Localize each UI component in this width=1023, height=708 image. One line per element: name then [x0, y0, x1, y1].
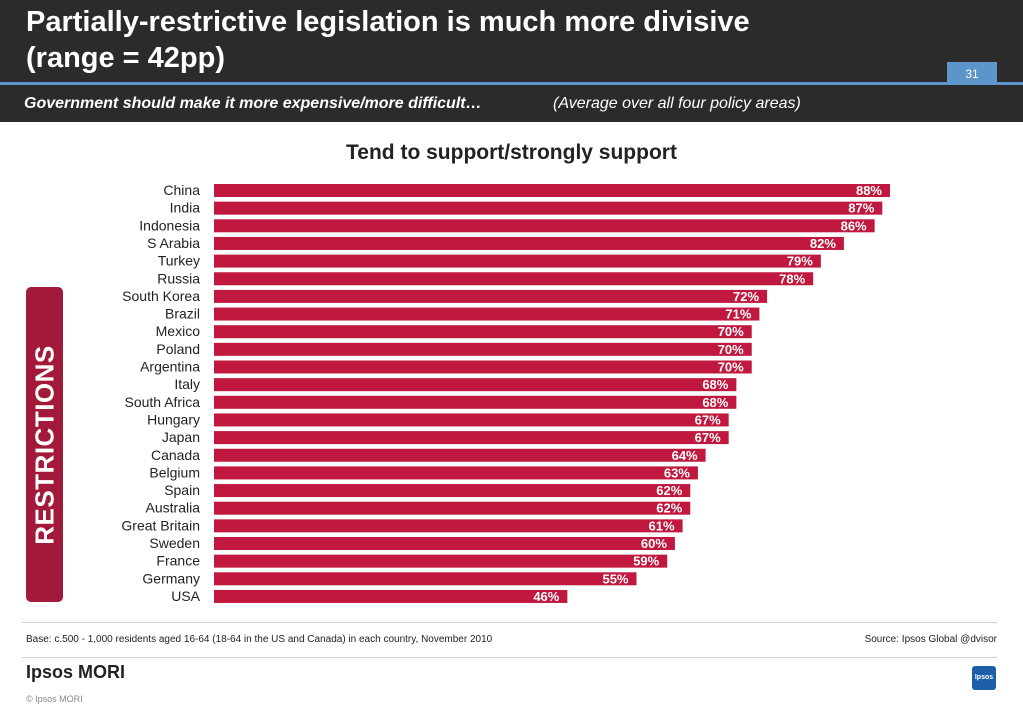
category-label: China	[163, 182, 200, 198]
bar	[214, 554, 668, 568]
category-label: India	[170, 200, 201, 216]
category-label: Brazil	[165, 306, 200, 322]
subtitle-bold: Government should make it more expensive…	[24, 95, 482, 112]
category-label: Spain	[164, 482, 200, 498]
value-label: 61%	[649, 518, 675, 533]
bar	[214, 413, 729, 427]
category-label: Great Britain	[121, 517, 200, 533]
category-label: Belgium	[149, 464, 200, 480]
bar	[214, 466, 698, 480]
bar	[214, 219, 875, 233]
value-label: 70%	[718, 342, 744, 357]
category-label: Argentina	[140, 359, 200, 375]
bar	[214, 289, 768, 303]
bar	[214, 589, 568, 603]
value-label: 63%	[664, 465, 690, 480]
value-label: 60%	[641, 536, 667, 551]
category-label: South Africa	[125, 394, 201, 410]
bar	[214, 378, 737, 392]
value-label: 79%	[787, 254, 813, 269]
bar	[214, 201, 883, 215]
chart-title: Tend to support/strongly support	[346, 141, 677, 164]
subtitle-bar: Government should make it more expensive…	[0, 85, 1023, 122]
title-line-2: (range = 42pp)	[26, 42, 226, 74]
bar-chart: China 88% India 87% Indonesia 86% S Arabia 82% T…	[121, 182, 890, 604]
footer-divider	[22, 622, 997, 623]
category-label: S Arabia	[147, 235, 200, 251]
category-label: Hungary	[147, 411, 200, 427]
category-label: Sweden	[149, 535, 200, 551]
bar	[214, 236, 844, 250]
value-label: 88%	[856, 183, 882, 198]
value-label: 59%	[633, 554, 659, 569]
category-label: South Korea	[122, 288, 200, 304]
category-label: Italy	[174, 376, 200, 392]
value-label: 46%	[533, 589, 559, 604]
category-label: Turkey	[158, 253, 200, 269]
value-label: 71%	[725, 307, 751, 322]
title-line-1: Partially-restrictive legislation is muc…	[26, 6, 750, 38]
category-label: Russia	[157, 270, 200, 286]
value-label: 87%	[848, 201, 874, 216]
page-number: 31	[947, 62, 997, 86]
value-label: 68%	[702, 395, 728, 410]
category-label: Australia	[146, 500, 201, 516]
category-label: Poland	[156, 341, 200, 357]
bar	[214, 360, 752, 374]
restrictions-tab: RESTRICTIONS	[26, 287, 63, 602]
value-label: 67%	[695, 412, 721, 427]
value-label: 68%	[702, 377, 728, 392]
bar	[214, 448, 706, 462]
value-label: 70%	[718, 324, 744, 339]
bar	[214, 272, 814, 286]
bar	[214, 519, 683, 533]
base-note: Base: c.500 - 1,000 residents aged 16-64…	[26, 634, 493, 645]
bar	[214, 484, 691, 498]
bar	[214, 431, 729, 445]
bar	[214, 325, 752, 339]
category-label: USA	[171, 588, 200, 604]
category-label: Germany	[142, 570, 200, 586]
ipsos-mori-logo: Ipsos MORI	[26, 662, 126, 682]
category-label: France	[156, 553, 200, 569]
value-label: 67%	[695, 430, 721, 445]
footer-divider-2	[22, 657, 997, 658]
subtitle-note: (Average over all four policy areas)	[553, 95, 801, 112]
value-label: 72%	[733, 289, 759, 304]
copyright: © Ipsos MORI	[26, 694, 83, 704]
value-label: 55%	[602, 571, 628, 586]
value-label: 64%	[672, 448, 698, 463]
source-note: Source: Ipsos Global @dvisor	[864, 634, 997, 645]
accent-rule	[0, 82, 1023, 85]
category-label: Canada	[151, 447, 200, 463]
value-label: 62%	[656, 483, 682, 498]
bar	[214, 307, 760, 321]
bar	[214, 501, 691, 515]
bar	[214, 537, 675, 550]
category-label: Mexico	[156, 323, 201, 339]
value-label: 62%	[656, 501, 682, 516]
bar	[214, 342, 752, 356]
bar	[214, 572, 637, 586]
ipsos-badge-logo: Ipsos	[972, 666, 996, 690]
value-label: 78%	[779, 271, 805, 286]
header-bar: Partially-restrictive legislation is muc…	[0, 0, 1023, 82]
category-label: Indonesia	[139, 217, 200, 233]
value-label: 70%	[718, 360, 744, 375]
bar	[214, 184, 890, 197]
bar	[214, 254, 821, 268]
category-label: Japan	[162, 429, 200, 445]
slide-title: Partially-restrictive legislation is muc…	[26, 4, 926, 76]
bar	[214, 395, 737, 409]
value-label: 82%	[810, 236, 836, 251]
value-label: 86%	[841, 218, 867, 233]
